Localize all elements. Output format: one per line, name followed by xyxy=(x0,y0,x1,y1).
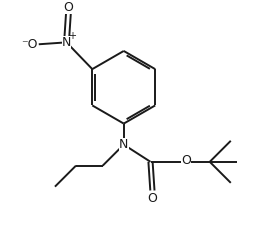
Text: +: + xyxy=(68,31,76,41)
Text: O: O xyxy=(181,154,191,167)
Text: O: O xyxy=(148,192,157,205)
Text: N: N xyxy=(119,138,128,151)
Text: ⁻O: ⁻O xyxy=(21,38,38,51)
Text: O: O xyxy=(63,0,73,14)
Text: N: N xyxy=(62,36,71,49)
